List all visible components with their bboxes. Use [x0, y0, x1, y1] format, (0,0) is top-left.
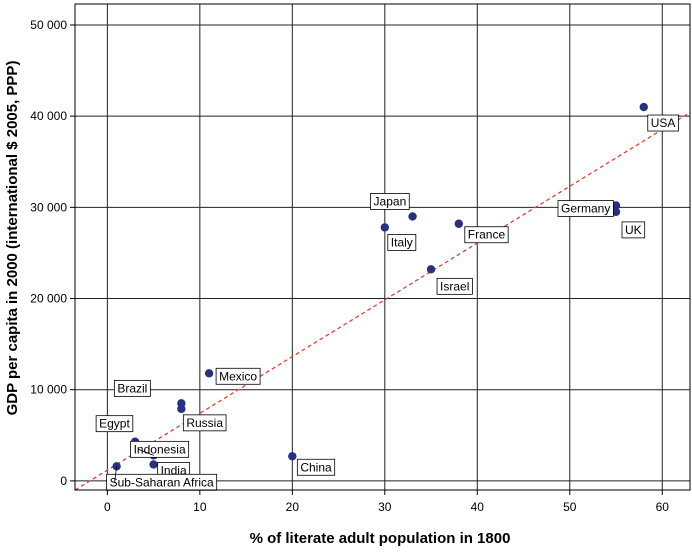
data-point-israel — [426, 265, 436, 274]
point-label-box — [370, 193, 410, 210]
point-label-uk: UK — [621, 221, 646, 239]
y-axis-label: GDP per capita in 2000 (international $ … — [4, 61, 21, 416]
point-label-text: Russia — [186, 416, 223, 430]
label-leader-line — [114, 466, 118, 483]
point-label-box — [130, 440, 190, 458]
point-label-text: USA — [651, 116, 676, 130]
data-point-india — [149, 460, 158, 469]
point-label-box — [215, 367, 261, 385]
point-label-israel: Israel — [436, 277, 473, 295]
x-tick-label: 30 — [378, 500, 392, 514]
point-label-text: Mexico — [219, 369, 257, 383]
point-label-mexico: Mexico — [215, 367, 261, 385]
point-label-russia: Russia — [182, 414, 227, 432]
data-point-japan — [408, 212, 417, 221]
point-label-box — [95, 415, 134, 433]
y-tick-label: 40 000 — [30, 109, 67, 123]
point-label-text: Indonesia — [134, 442, 186, 456]
point-label-text: Germany — [561, 202, 610, 216]
x-tick-label: 40 — [471, 500, 485, 514]
x-tick-label: 60 — [656, 500, 670, 514]
fit-line — [74, 111, 691, 491]
data-point-italy — [380, 223, 390, 232]
y-axis-ticks: 0 10 000 20 000 30 000 40 000 50 000 — [30, 18, 75, 488]
point-label-text: China — [300, 460, 332, 474]
point-label-indonesia: Indonesia — [130, 440, 190, 458]
y-tick-label: 50 000 — [30, 18, 67, 32]
data-point-china — [288, 452, 297, 461]
x-axis-label: % of literate adult population in 1800 — [250, 530, 511, 547]
point-label-box — [296, 458, 336, 476]
point-label-brazil: Brazil — [113, 379, 151, 397]
point-label-text: Italy — [391, 235, 413, 249]
point-label-france: France — [464, 226, 509, 244]
data-point-germany — [611, 201, 621, 210]
data-points — [112, 102, 648, 471]
data-point-mexico — [204, 369, 214, 378]
data-point-france — [454, 219, 463, 228]
point-label-japan: Japan — [370, 193, 410, 210]
point-label-box — [647, 114, 679, 132]
data-point-russia — [177, 404, 186, 414]
y-tick-label: 20 000 — [30, 292, 67, 306]
point-label-text: Egypt — [99, 417, 130, 431]
point-label-box — [182, 414, 227, 432]
point-label-text: UK — [625, 223, 642, 237]
point-label-egypt: Egypt — [95, 415, 134, 433]
data-point-sub-saharan-africa — [112, 462, 121, 471]
point-label-germany: Germany — [557, 200, 614, 217]
x-tick-label: 0 — [104, 500, 111, 514]
point-label-text: Brazil — [117, 381, 147, 395]
point-label-usa: USA — [647, 114, 679, 132]
point-label-china: China — [296, 458, 336, 476]
point-label-text: Israel — [440, 279, 469, 293]
point-label-box — [387, 233, 417, 251]
x-tick-label: 20 — [286, 500, 300, 514]
y-tick-label: 0 — [60, 474, 67, 488]
y-tick-label: 30 000 — [30, 200, 67, 214]
fit-line-layer — [74, 111, 691, 491]
point-label-box — [464, 226, 509, 244]
data-point-usa — [639, 102, 648, 112]
x-axis-ticks: 0 10 20 30 40 50 60 — [104, 490, 669, 514]
point-label-text: Sub-Saharan Africa — [110, 475, 214, 489]
label-leader-line — [138, 448, 154, 456]
x-tick-label: 10 — [193, 500, 207, 514]
point-label-box — [557, 200, 614, 217]
point-label-text: France — [468, 228, 506, 242]
point-label-italy: Italy — [387, 233, 417, 251]
y-tick-label: 10 000 — [30, 383, 67, 397]
point-label-box — [436, 277, 473, 295]
x-tick-label: 50 — [563, 500, 577, 514]
point-label-box — [621, 221, 646, 239]
point-label-text: Japan — [374, 194, 407, 208]
point-labels: USA Germany UK France Japan Italy Israel Mexico… — [95, 114, 679, 491]
plot-frame — [74, 3, 691, 491]
grid — [75, 4, 690, 490]
point-label-sub-saharan-africa: Sub-Saharan Africa — [106, 466, 218, 491]
data-point-uk — [611, 207, 621, 217]
point-label-box — [113, 379, 151, 397]
